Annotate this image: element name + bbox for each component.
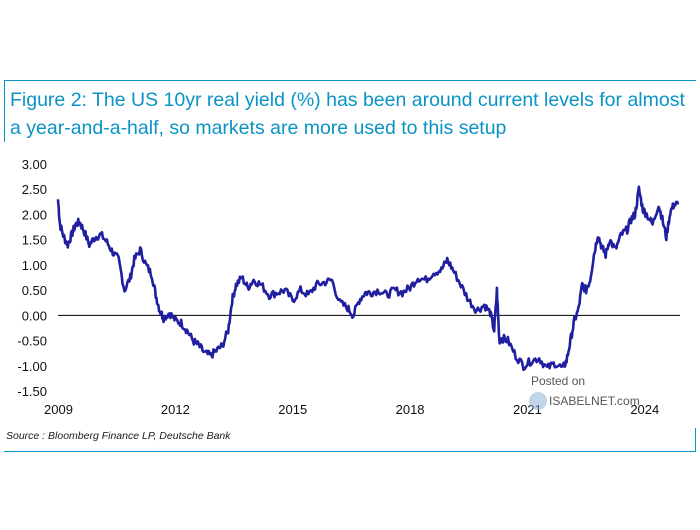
series-line-us-10yr-real-yield [56, 185, 680, 372]
watermark-site: ISABELNET.com [549, 394, 640, 408]
y-tick-label: 2.00 [22, 207, 47, 222]
bottom-rule [4, 451, 696, 452]
y-tick-label: -1.00 [17, 359, 47, 374]
y-tick-label: -0.50 [17, 334, 47, 349]
x-tick-label: 2024 [630, 402, 659, 417]
x-tick-label: 2018 [396, 402, 425, 417]
chart-title: Figure 2: The US 10yr real yield (%) has… [10, 89, 685, 139]
y-tick-label: 0.00 [22, 308, 47, 323]
title-left-rule [4, 80, 5, 142]
line-chart: -1.50 -1.00 -0.50 0.00 0.50 1.00 1.50 2.00 2.50 3… [17, 157, 680, 417]
y-tick-label: -1.50 [17, 384, 47, 399]
watermark-posted-on: Posted on [531, 374, 585, 388]
globe-icon [529, 392, 547, 410]
y-tick-label: 1.50 [22, 233, 47, 248]
source-note: Source : Bloomberg Finance LP, Deutsche … [6, 430, 231, 442]
isabelnet-watermark: Posted on ISABELNET.com [529, 374, 640, 410]
bottom-right-rule [695, 428, 696, 452]
y-tick-label: 2.50 [22, 182, 47, 197]
y-tick-label: 0.50 [22, 283, 47, 298]
x-tick-label: 2012 [161, 402, 190, 417]
y-axis-labels: -1.50 -1.00 -0.50 0.00 0.50 1.00 1.50 2.00 2.50 3… [17, 157, 47, 399]
y-tick-label: 1.00 [22, 258, 47, 273]
x-tick-label: 2015 [278, 402, 307, 417]
y-tick-label: 3.00 [22, 157, 47, 172]
title-top-rule [4, 80, 696, 81]
x-tick-label: 2009 [44, 402, 73, 417]
